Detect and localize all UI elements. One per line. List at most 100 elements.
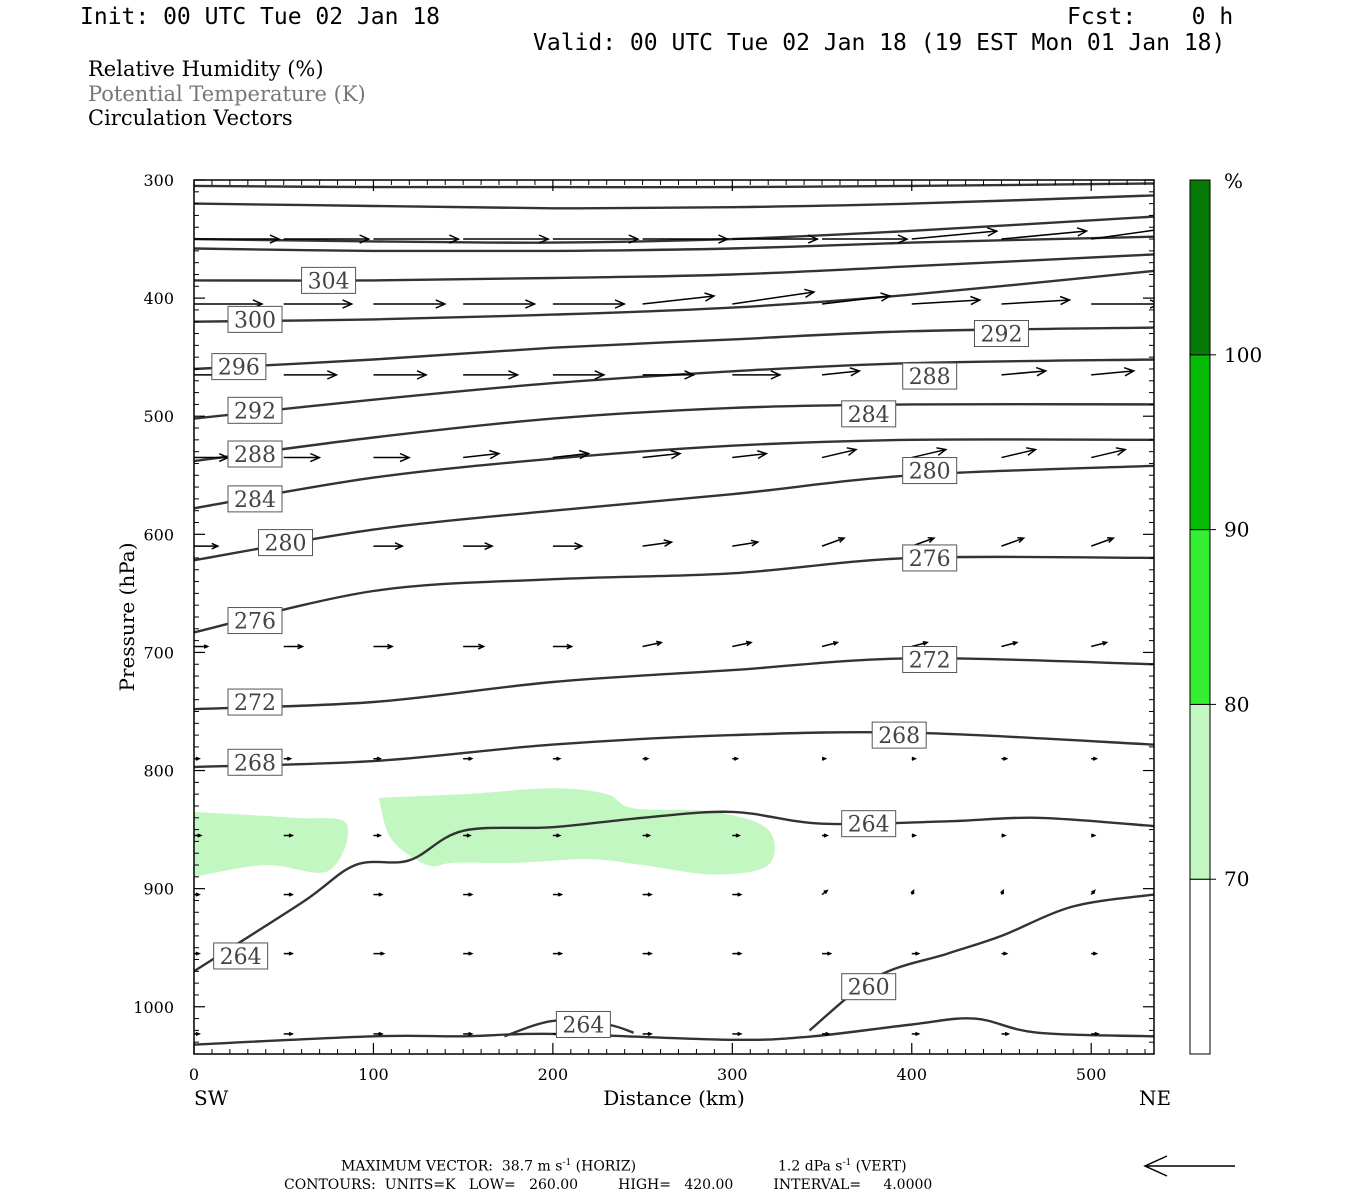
vector-2-7 (821, 367, 862, 377)
x-axis-title: Distance (km) (603, 1086, 745, 1110)
vector-4-2 (373, 542, 405, 551)
colorbar-level-label: 90 (1224, 518, 1249, 542)
vector-3-1 (283, 452, 322, 463)
vector-0-4 (552, 234, 640, 244)
vector-8-7 (821, 889, 829, 896)
svg-text:280: 280 (909, 460, 951, 485)
isentrope-280-11 (194, 464, 1154, 562)
isentrope-label-288-5: 288 (227, 440, 283, 468)
isentrope-label-292-4: 292 (227, 396, 283, 424)
vector-3-8 (911, 447, 948, 459)
vector-0-2 (373, 234, 461, 244)
vector-1-3 (463, 299, 537, 309)
vector-1-8 (911, 295, 982, 306)
vector-8-3 (463, 892, 474, 897)
vector-9-1 (283, 951, 295, 956)
vector-6-3 (463, 756, 474, 761)
contours-info: CONTOURS: UNITS=K LOW= 260.00 HIGH= 420.… (284, 1177, 933, 1193)
vector-0-1 (283, 234, 371, 244)
isentrope-264-15 (194, 810, 1154, 973)
svg-text:288: 288 (909, 365, 951, 390)
svg-text:264: 264 (848, 813, 890, 838)
vector-6-7 (821, 756, 828, 761)
vector-1-6 (732, 288, 816, 305)
vector-4-10 (1090, 536, 1116, 547)
svg-text:276: 276 (234, 610, 276, 635)
vector-9-6 (732, 951, 743, 956)
ne-end-label: NE (1139, 1086, 1171, 1110)
isentrope-label-260-20: 260 (841, 973, 897, 1001)
vector-6-10 (1091, 756, 1099, 761)
vector-7-2 (373, 833, 383, 838)
vector-7-10 (1091, 833, 1097, 838)
y-tick-label: 400 (143, 289, 174, 308)
colorbar-segment-4 (1189, 354, 1211, 531)
init-time: Init: 00 UTC Tue 02 Jan 18 (80, 4, 441, 30)
isentrope-labels: 304 300 296 292 288 284 280 276 272 268 264 292 288 2… (211, 266, 1029, 1038)
isentrope-label-264-11: 264 (213, 942, 269, 970)
maximum-vector-vert: 1.2 dPa s-1 (VERT) (778, 1159, 907, 1174)
forecast-hour: Fcst: 0 h (1067, 4, 1234, 30)
y-tick-label: 700 (143, 643, 174, 662)
vector-8-2 (373, 892, 384, 897)
vector-2-5 (642, 370, 696, 380)
isentrope-272-13 (194, 657, 1154, 711)
svg-text:284: 284 (234, 488, 276, 513)
vector-2-6 (732, 370, 782, 380)
isentrope-lines (194, 182, 1154, 1046)
vector-8-0 (194, 892, 201, 897)
isentrope-label-284-6: 284 (227, 485, 283, 513)
isentrope-label-280-15: 280 (902, 457, 958, 485)
vector-8-6 (732, 892, 743, 897)
isentrope-308-1 (194, 182, 1154, 189)
vector-0-5 (642, 234, 730, 244)
vector-7-6 (732, 833, 741, 838)
vector-6-1 (283, 756, 293, 761)
vector-5-10 (1091, 641, 1109, 648)
isentrope-284-10 (194, 438, 1154, 510)
isentrope-label-276-8: 276 (227, 607, 283, 635)
vector-7-4 (552, 833, 562, 838)
isentrope-260-16 (808, 893, 1154, 1032)
vector-0-3 (463, 234, 551, 244)
vector-10-2 (373, 1031, 384, 1036)
vector-3-9 (1001, 447, 1038, 459)
vector-5-6 (732, 640, 753, 648)
colorbar-segment-3 (1189, 529, 1211, 705)
x-tick-label: 500 (1076, 1065, 1107, 1084)
vector-6-2 (373, 756, 383, 761)
axis-ticks: 300 400 500 600 700 800 900 1000 0 100 200 300 400 50… (133, 171, 1154, 1084)
vector-9-0 (194, 951, 201, 956)
isentrope-288-9 (194, 402, 1154, 463)
vector-4-9 (1001, 536, 1026, 547)
svg-text:264: 264 (220, 945, 262, 970)
vector-1-9 (1001, 295, 1072, 306)
svg-text:296: 296 (218, 356, 260, 381)
isentrope-268-14 (194, 730, 1154, 769)
vector-7-9 (1001, 833, 1007, 838)
vector-5-4 (552, 643, 574, 650)
vector-4-5 (642, 539, 674, 548)
isentrope-label-292-12: 292 (973, 320, 1029, 348)
isentrope-label-300-2: 300 (227, 305, 283, 333)
legend-circulation-vectors: Circulation Vectors (88, 106, 293, 130)
rh-region-2 (378, 788, 775, 875)
vector-8-8 (910, 888, 915, 895)
isentrope-label-276-16: 276 (902, 544, 958, 572)
svg-text:304: 304 (308, 269, 350, 294)
x-tick-label: 0 (189, 1065, 199, 1084)
vector-9-3 (463, 951, 474, 956)
vector-9-5 (642, 951, 653, 956)
vector-5-0 (194, 644, 210, 649)
vector-3-7 (821, 447, 858, 459)
vector-5-7 (821, 641, 840, 648)
valid-time: Valid: 00 UTC Tue 02 Jan 18 (19 EST Mon … (533, 30, 1226, 56)
vector-3-4 (552, 449, 591, 460)
vector-2-2 (373, 370, 428, 380)
vector-9-7 (822, 951, 833, 956)
isentrope-292-8 (194, 358, 1154, 420)
svg-text:292: 292 (980, 323, 1022, 348)
maximum-vector-line: MAXIMUM VECTOR: 38.7 m s-1 (HORIZ) (341, 1159, 636, 1174)
isentrope-label-280-7: 280 (258, 529, 314, 557)
svg-text:276: 276 (909, 547, 951, 572)
